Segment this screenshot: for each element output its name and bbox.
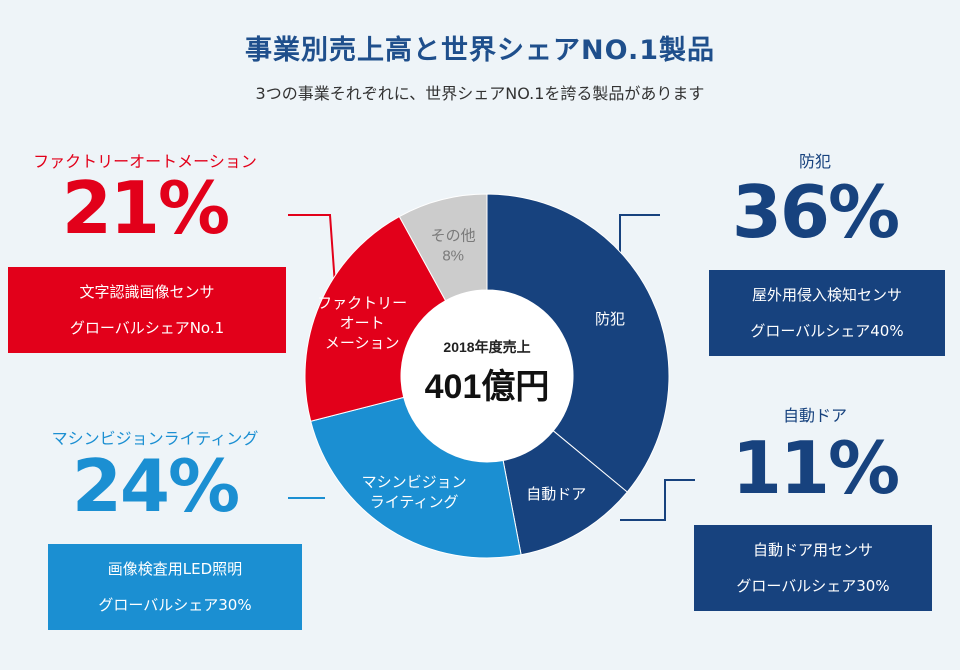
center-value: 401億円 xyxy=(425,368,550,406)
connector-door xyxy=(620,479,695,521)
fa-product-name: 文字認識画像センサ xyxy=(79,283,215,301)
door-segment-name: 自動ドア xyxy=(782,406,847,425)
slice-label-2-1: ライティング xyxy=(370,494,459,511)
slice-label-2-0: マシンビジョン xyxy=(362,474,467,491)
security-segment-name: 防犯 xyxy=(798,152,831,171)
door-product-name: 自動ドア用センサ xyxy=(752,541,873,559)
donut-hole xyxy=(401,290,573,462)
mv-segment-name: マシンビジョンライティング xyxy=(51,429,259,448)
door-product-share: グローバルシェア30% xyxy=(736,577,890,595)
slice-label-3-0: ファクトリー xyxy=(317,295,407,312)
slice-label-3-2: メーション xyxy=(325,335,400,352)
slice-label-0-0: 防犯 xyxy=(595,311,625,328)
slice-label-4-1: 8% xyxy=(442,247,464,264)
slice-label-4-0: その他 xyxy=(431,227,476,244)
security-percentage: 36% xyxy=(731,170,900,254)
page-title: 事業別売上高と世界シェアNO.1製品 xyxy=(245,35,715,66)
connector-fa xyxy=(288,214,336,286)
slice-label-3-1: オート xyxy=(340,315,385,332)
fa-percentage: 21% xyxy=(61,166,230,250)
mv-product-share: グローバルシェア30% xyxy=(98,596,252,614)
fa-product-box: 文字認識画像センサ グローバルシェアNo.1 xyxy=(8,267,286,353)
fa-product-share: グローバルシェアNo.1 xyxy=(69,319,225,337)
page-subtitle: 3つの事業それぞれに、世界シェアNO.1を誇る製品があります xyxy=(255,84,705,103)
pie-slice-2 xyxy=(310,396,522,559)
door-product-box: 自動ドア用センサ グローバルシェア30% xyxy=(694,525,932,611)
security-product-box: 屋外用侵入検知センサ グローバルシェア40% xyxy=(709,270,945,356)
security-product-share: グローバルシェア40% xyxy=(750,322,904,340)
slice-label-1-0: 自動ドア xyxy=(526,486,586,503)
center-label: 2018年度売上 xyxy=(443,339,530,355)
mv-percentage: 24% xyxy=(71,444,240,528)
security-product-name: 屋外用侵入検知センサ xyxy=(751,286,902,304)
door-percentage: 11% xyxy=(731,426,900,510)
mv-product-name: 画像検査用LED照明 xyxy=(107,560,243,578)
fa-segment-name: ファクトリーオートメーション xyxy=(33,152,257,171)
mv-product-box: 画像検査用LED照明 グローバルシェア30% xyxy=(48,544,302,630)
